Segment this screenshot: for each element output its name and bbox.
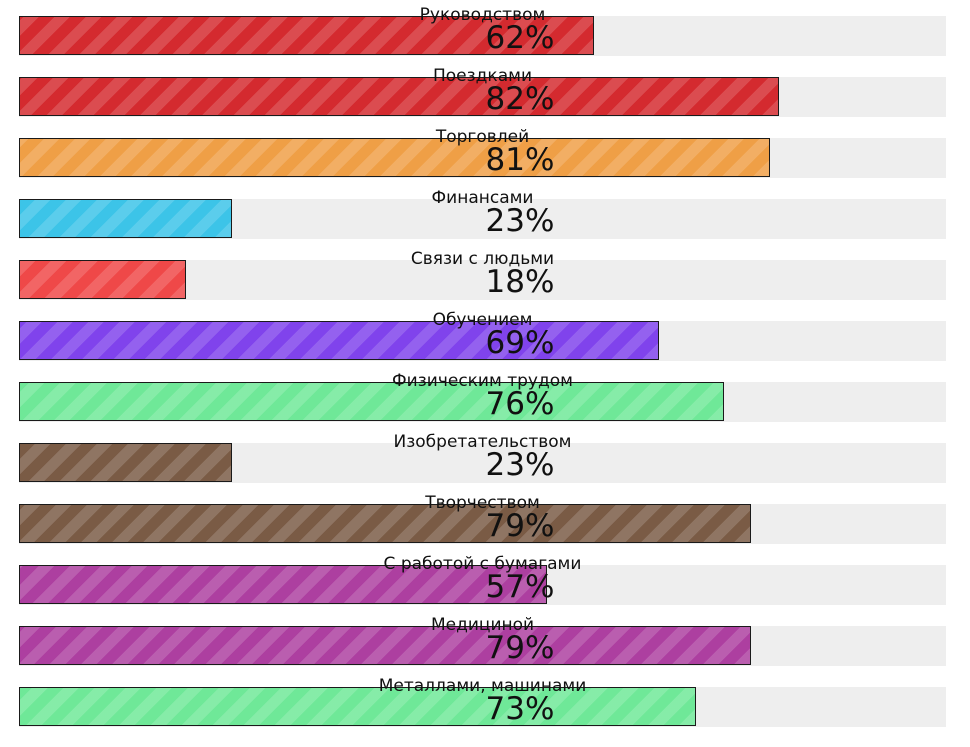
value-label: 79% <box>485 630 555 666</box>
bar-stripes <box>20 200 232 237</box>
bar-track <box>19 199 946 239</box>
value-label: 23% <box>485 447 555 483</box>
bar-fill <box>19 504 752 543</box>
category-label: Физическим трудом <box>392 371 573 391</box>
bar-track <box>19 77 946 117</box>
bar-stripes <box>20 78 779 115</box>
bar-fill <box>19 199 233 238</box>
bar-fill <box>19 321 659 360</box>
bar-stripes <box>20 17 593 54</box>
bar-track <box>19 565 946 605</box>
bar-row: Металлами, машинами 73% <box>0 676 970 737</box>
bar-track <box>19 443 946 483</box>
bar-fill <box>19 16 594 55</box>
bar-track <box>19 138 946 178</box>
value-label: 57% <box>485 569 555 605</box>
category-label: Финансами <box>431 188 534 208</box>
bar-stripes <box>20 261 185 298</box>
value-label: 82% <box>485 81 555 117</box>
bar-row: Торговлей 81% <box>0 127 970 188</box>
bar-stripes <box>20 627 751 664</box>
bar-track <box>19 504 946 544</box>
category-label: Металлами, машинами <box>378 676 587 696</box>
bar-stripes <box>20 383 723 420</box>
bar-fill <box>19 443 233 482</box>
value-label: 62% <box>485 20 555 56</box>
bar-track <box>19 321 946 361</box>
bar-track <box>19 382 946 422</box>
bar-fill <box>19 77 780 116</box>
bar-row: С работой с бумагами 57% <box>0 554 970 615</box>
bar-row: Обучением 69% <box>0 310 970 371</box>
category-label: Руководством <box>419 5 546 25</box>
bar-row: Поездками 82% <box>0 66 970 127</box>
bar-stripes <box>20 322 658 359</box>
category-label: Связи с людьми <box>410 249 555 269</box>
value-label: 18% <box>485 264 555 300</box>
bar-row: Связи с людьми 18% <box>0 249 970 310</box>
bar-track <box>19 260 946 300</box>
bar-fill <box>19 565 548 604</box>
bar-track <box>19 16 946 56</box>
bar-row: Изобретательством 23% <box>0 432 970 493</box>
category-label: Медициной <box>430 615 535 635</box>
value-label: 23% <box>485 203 555 239</box>
bar-fill <box>19 626 752 665</box>
category-label: Творчеством <box>425 493 540 513</box>
bar-stripes <box>20 444 232 481</box>
bar-fill <box>19 138 770 177</box>
bar-stripes <box>20 505 751 542</box>
bar-fill <box>19 382 724 421</box>
bar-stripes <box>20 688 695 725</box>
bar-fill <box>19 687 696 726</box>
category-label: С работой с бумагами <box>383 554 582 574</box>
category-label: Обучением <box>432 310 533 330</box>
value-label: 73% <box>485 691 555 727</box>
bar-row: Медициной 79% <box>0 615 970 676</box>
value-label: 81% <box>485 142 555 178</box>
category-label: Торговлей <box>435 127 530 147</box>
bar-stripes <box>20 566 547 603</box>
bar-row: Руководством 62% <box>0 5 970 66</box>
bar-row: Финансами 23% <box>0 188 970 249</box>
bar-stripes <box>20 139 769 176</box>
bar-fill <box>19 260 186 299</box>
bar-track <box>19 626 946 666</box>
category-label: Поездками <box>433 66 532 86</box>
bar-row: Творчеством 79% <box>0 493 970 554</box>
bar-row: Физическим трудом 76% <box>0 371 970 432</box>
value-label: 69% <box>485 325 555 361</box>
category-label: Изобретательством <box>393 432 572 452</box>
bar-track <box>19 687 946 727</box>
value-label: 76% <box>485 386 555 422</box>
value-label: 79% <box>485 508 555 544</box>
